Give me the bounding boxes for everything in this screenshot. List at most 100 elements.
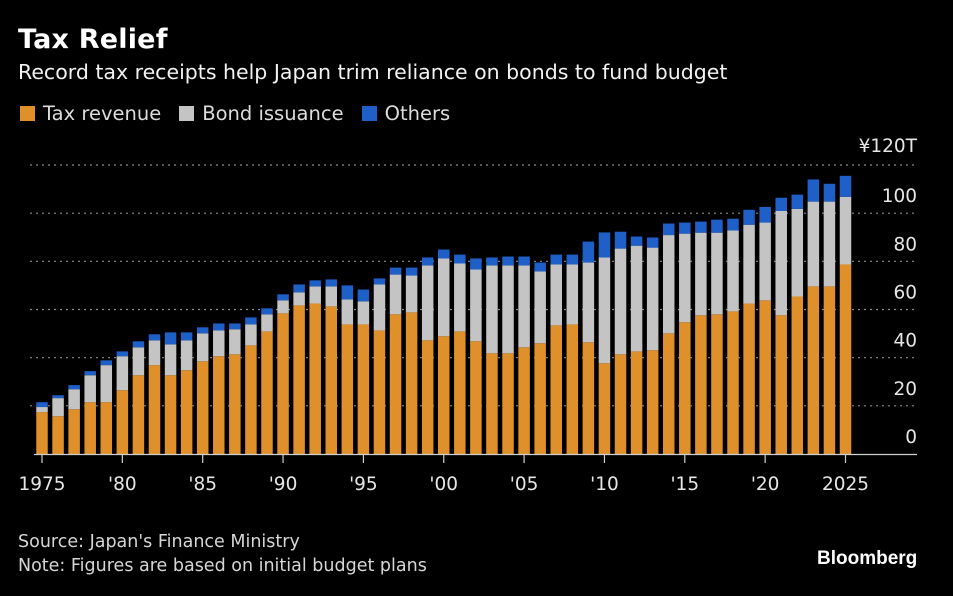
bar-bond-issuance-2005 xyxy=(518,265,530,348)
bar-others-1989 xyxy=(261,308,273,315)
bar-others-2001 xyxy=(454,254,466,264)
bar-tax-revenue-2011 xyxy=(614,354,627,454)
y-tick-label: 60 xyxy=(893,283,917,304)
bar-tax-revenue-1984 xyxy=(180,370,193,454)
bar-others-1984 xyxy=(180,332,193,341)
x-tick-label: '95 xyxy=(349,474,378,495)
bar-tax-revenue-1990 xyxy=(277,313,289,454)
bar-others-1991 xyxy=(293,284,305,293)
bar-tax-revenue-2006 xyxy=(534,343,546,454)
bloomberg-logo: Bloomberg xyxy=(817,548,918,569)
bar-tax-revenue-1978 xyxy=(84,402,96,454)
bar-bond-issuance-1990 xyxy=(277,300,289,314)
bar-bond-issuance-1986 xyxy=(213,330,225,357)
bar-others-2018 xyxy=(727,218,739,231)
legend-item-bond-issuance: Bond issuance xyxy=(179,102,344,125)
bar-others-2006 xyxy=(534,262,546,272)
bar-tax-revenue-2008 xyxy=(566,324,579,454)
bar-tax-revenue-2021 xyxy=(775,315,787,454)
bar-tax-revenue-1985 xyxy=(196,361,209,454)
x-tick-label: '90 xyxy=(269,474,298,495)
x-tick-label: 1975 xyxy=(18,474,65,495)
bar-tax-revenue-1988 xyxy=(245,345,257,454)
legend-label: Tax revenue xyxy=(43,102,162,125)
bar-tax-revenue-2016 xyxy=(695,315,707,454)
bar-bond-issuance-2017 xyxy=(711,232,723,315)
bar-bond-issuance-1975 xyxy=(36,407,48,413)
bar-others-2007 xyxy=(550,254,562,265)
bar-tax-revenue-2001 xyxy=(454,331,466,454)
bar-bond-issuance-2001 xyxy=(454,263,466,332)
bar-others-1998 xyxy=(405,267,418,276)
bar-tax-revenue-2022 xyxy=(791,296,804,454)
bar-others-2014 xyxy=(662,223,675,236)
bar-bond-issuance-1999 xyxy=(421,265,434,341)
bar-bond-issuance-1981 xyxy=(132,347,145,376)
bar-bond-issuance-1994 xyxy=(341,299,354,325)
bar-tax-revenue-1983 xyxy=(164,375,177,454)
bar-bond-issuance-1980 xyxy=(116,356,129,391)
bar-others-2019 xyxy=(743,209,755,225)
bar-others-2000 xyxy=(438,249,450,259)
bar-others-1999 xyxy=(421,257,434,266)
bar-others-2025 xyxy=(839,175,852,197)
bar-tax-revenue-1989 xyxy=(261,331,273,454)
x-tick-label: 2025 xyxy=(822,474,869,495)
bar-tax-revenue-2020 xyxy=(759,300,771,454)
x-tick-label: '85 xyxy=(188,474,217,495)
y-tick-label: 100 xyxy=(882,186,917,207)
bar-tax-revenue-2010 xyxy=(598,363,611,454)
chart-subtitle: Record tax receipts help Japan trim reli… xyxy=(18,60,728,84)
bar-others-1994 xyxy=(341,285,354,300)
bar-others-2015 xyxy=(679,222,691,234)
bar-tax-revenue-2014 xyxy=(662,333,675,454)
bar-others-1992 xyxy=(309,280,321,287)
bar-bond-issuance-2007 xyxy=(550,264,562,326)
bar-bond-issuance-2013 xyxy=(646,247,659,351)
bar-tax-revenue-1993 xyxy=(325,306,338,454)
bar-tax-revenue-2003 xyxy=(486,353,498,454)
chart-title: Tax Relief xyxy=(18,24,168,55)
bar-bond-issuance-1997 xyxy=(389,274,402,315)
bar-others-1979 xyxy=(100,360,113,366)
bar-tax-revenue-1982 xyxy=(148,365,161,454)
bar-tax-revenue-1999 xyxy=(421,340,434,454)
x-tick-label: '10 xyxy=(590,474,619,495)
bar-bond-issuance-1983 xyxy=(164,344,177,376)
bar-bond-issuance-1992 xyxy=(309,286,321,304)
bar-others-2024 xyxy=(823,183,836,202)
bar-tax-revenue-2019 xyxy=(743,303,755,454)
bar-others-1988 xyxy=(245,317,257,325)
bar-others-2011 xyxy=(614,231,627,249)
bar-bond-issuance-2020 xyxy=(759,222,771,301)
bar-bond-issuance-2004 xyxy=(502,265,514,354)
bar-others-1985 xyxy=(196,327,209,334)
bar-others-2005 xyxy=(518,256,530,266)
bar-bond-issuance-1993 xyxy=(325,286,338,307)
bar-bond-issuance-2006 xyxy=(534,271,546,344)
bar-tax-revenue-1995 xyxy=(357,324,370,454)
bar-bond-issuance-1998 xyxy=(405,275,418,313)
bar-bond-issuance-1976 xyxy=(52,398,64,417)
bar-others-2008 xyxy=(566,254,579,265)
bar-tax-revenue-1986 xyxy=(213,356,225,454)
bar-tax-revenue-2004 xyxy=(502,353,514,454)
bar-others-2010 xyxy=(598,232,611,258)
bar-tax-revenue-1981 xyxy=(132,375,145,454)
bar-tax-revenue-1980 xyxy=(116,390,129,454)
bar-bond-issuance-2023 xyxy=(807,201,820,287)
bar-bond-issuance-2021 xyxy=(775,211,787,316)
legend-label: Others xyxy=(384,102,451,125)
x-tick-label: '80 xyxy=(108,474,137,495)
x-tick-label: '00 xyxy=(429,474,458,495)
x-axis: 1975 '80 '85 '90 '95 '00 '05 '10 '15 '20 2025 xyxy=(18,453,917,495)
bar-bond-issuance-1977 xyxy=(68,389,80,410)
x-tick-label: '20 xyxy=(751,474,780,495)
bar-others-1982 xyxy=(148,334,161,341)
bar-bond-issuance-1991 xyxy=(293,292,305,306)
y-axis: 0 20 40 60 80 100 ¥120T xyxy=(859,136,918,448)
bar-bond-issuance-2018 xyxy=(727,230,739,312)
bar-bond-issuance-1987 xyxy=(229,329,241,355)
bar-tax-revenue-1977 xyxy=(68,409,80,454)
